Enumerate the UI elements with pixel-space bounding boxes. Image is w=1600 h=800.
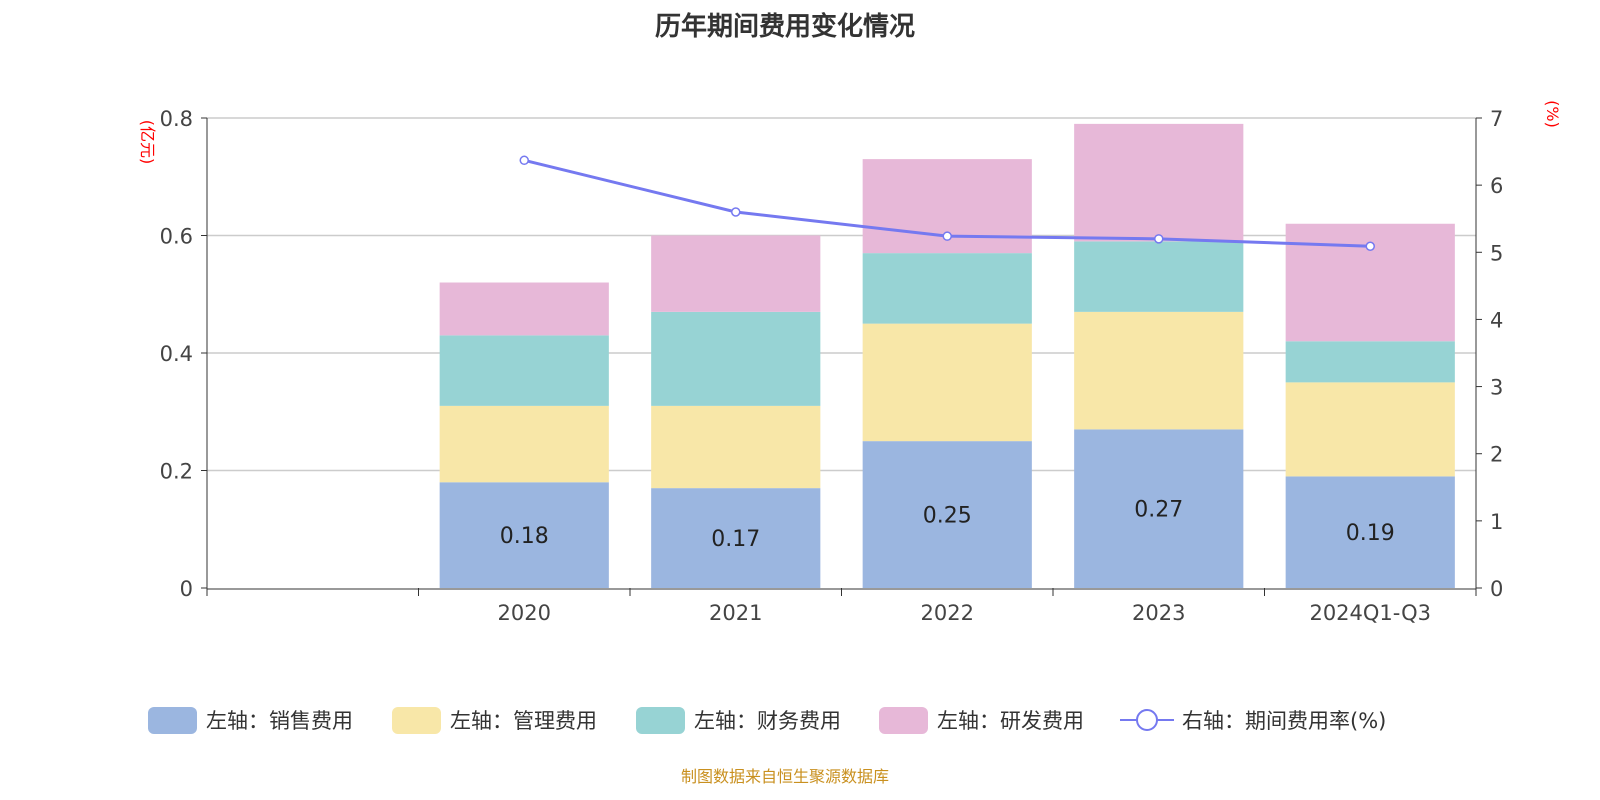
legend-label: 左轴：销售费用 [206,709,353,733]
line-point [519,155,529,166]
right-tick-label: 1 [1490,510,1503,534]
bar-4 [651,235,821,312]
left-axis-label: (亿元) [138,120,157,165]
bar-2 [1074,311,1244,430]
legend-swatch [636,707,685,734]
x-tick-label: 2022 [921,601,974,625]
x-tick-label: 2021 [709,601,762,625]
bar-1 [1285,476,1455,588]
bar-4 [1285,223,1455,342]
right-tick-label: 0 [1490,577,1503,601]
legend-swatch [879,707,928,734]
bar-data-label: 0.27 [1134,498,1183,523]
right-tick-label: 2 [1490,443,1503,467]
bar-data-label: 0.18 [500,524,549,549]
bar-1 [651,488,821,588]
left-tick-label: 0.8 [160,107,193,131]
bar-2 [1285,382,1455,477]
legend-label: 左轴：管理费用 [450,709,597,733]
bar-4 [1074,123,1244,242]
x-tick-label: 2020 [498,601,551,625]
x-tick-label: 2024Q1-Q3 [1309,601,1431,625]
left-tick-label: 0.6 [160,225,193,249]
legend-swatch [148,707,197,734]
bar-2 [439,405,609,483]
right-axis-label: (%) [1543,100,1562,128]
bar-data-label: 0.19 [1346,521,1395,546]
bar-1 [1074,429,1244,588]
right-tick-label: 6 [1490,174,1503,198]
bar-2 [862,323,1032,442]
bar-1 [862,441,1032,588]
chart-title: 历年期间费用变化情况 [654,12,915,42]
line-point [1365,241,1375,251]
right-tick-label: 4 [1490,308,1503,332]
bar-data-label: 0.25 [923,504,972,529]
right-tick-label: 7 [1490,107,1503,131]
left-tick-label: 0.4 [160,342,193,366]
legend-swatch [392,707,441,734]
source-note: 制图数据来自恒生聚源数据库 [680,767,889,786]
bar-3 [862,253,1032,324]
bar-data-label: 0.17 [711,527,760,552]
legend-label: 左轴：研发费用 [937,709,1084,733]
line-point [942,231,952,241]
left-tick-label: 0 [180,577,193,601]
line-point [731,207,741,217]
bar-1 [439,482,609,588]
x-tick-label: 2023 [1132,601,1185,625]
bar-3 [439,335,609,406]
right-tick-label: 3 [1490,376,1503,400]
bar-3 [651,311,821,406]
legend-label: 左轴：财务费用 [694,709,841,733]
left-tick-label: 0.2 [160,460,193,484]
bar-3 [1074,241,1244,312]
legend-label: 右轴：期间费用率(%) [1182,709,1386,733]
bar-2 [651,405,821,489]
legend-marker [1136,709,1158,731]
bar-3 [1285,341,1455,383]
bar-4 [439,282,609,336]
line-point [1154,234,1164,244]
right-tick-label: 5 [1490,241,1503,265]
